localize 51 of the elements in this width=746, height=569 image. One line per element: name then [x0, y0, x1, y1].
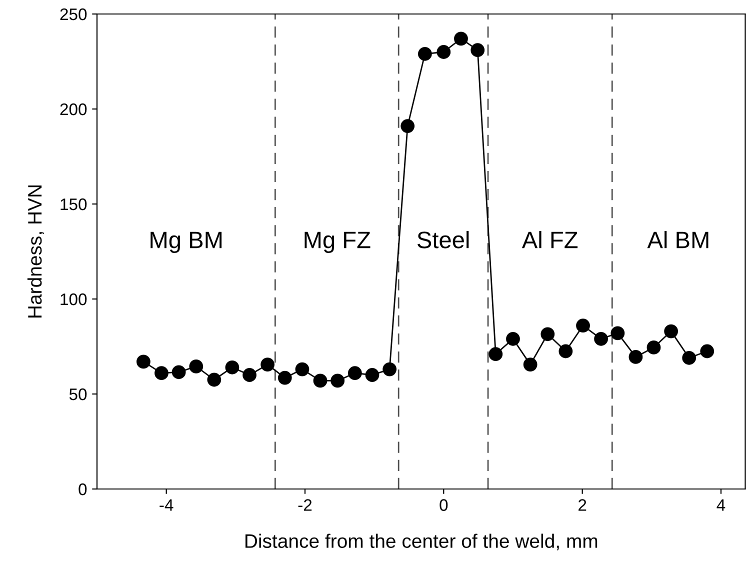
point — [454, 32, 468, 46]
point — [313, 374, 328, 388]
x-axis-title: Distance from the center of the weld, mm — [246, 534, 598, 550]
point — [207, 372, 222, 387]
annotation: Al FZ — [522, 230, 578, 248]
point — [700, 344, 714, 358]
point — [330, 374, 345, 388]
x-tick-label: 2 — [578, 499, 586, 511]
point — [172, 365, 186, 380]
y-axis-title: Hardness, HVN — [27, 186, 44, 318]
point — [664, 324, 678, 338]
point — [436, 45, 451, 59]
annotation: Al BM — [647, 230, 708, 248]
point — [382, 362, 397, 376]
point — [558, 344, 573, 358]
y-tick-label: 0 — [78, 483, 87, 496]
x-tick-label: -4 — [160, 499, 174, 511]
point — [295, 362, 310, 376]
x-tick-label: -2 — [298, 499, 312, 511]
point — [418, 46, 432, 61]
point — [260, 358, 274, 372]
point — [610, 326, 625, 340]
point — [523, 358, 538, 372]
point — [365, 368, 380, 382]
y-tick-label: 150 — [60, 198, 87, 210]
y-tick-label: 50 — [69, 388, 87, 400]
point — [506, 332, 520, 346]
point — [576, 318, 590, 333]
x-tick-label: 4 — [716, 499, 726, 511]
y-tick-label: 100 — [60, 293, 87, 306]
annotation: Steel — [417, 230, 469, 248]
point — [628, 350, 643, 364]
point — [136, 354, 150, 369]
point — [154, 366, 168, 380]
point — [594, 332, 608, 346]
point — [189, 360, 204, 374]
point — [278, 370, 292, 385]
point — [540, 327, 555, 342]
y-tick-label: 250 — [60, 8, 87, 20]
point — [348, 366, 362, 380]
point — [682, 350, 696, 365]
point — [400, 119, 415, 134]
annotation: Mg FZ — [304, 232, 370, 254]
point — [242, 368, 256, 382]
annotation: Mg BM — [150, 232, 222, 254]
point — [470, 43, 485, 58]
point — [488, 347, 503, 362]
point — [646, 340, 661, 354]
x-tick-label: 0 — [440, 499, 448, 511]
y-tick-label: 200 — [60, 103, 87, 116]
point — [225, 360, 240, 374]
